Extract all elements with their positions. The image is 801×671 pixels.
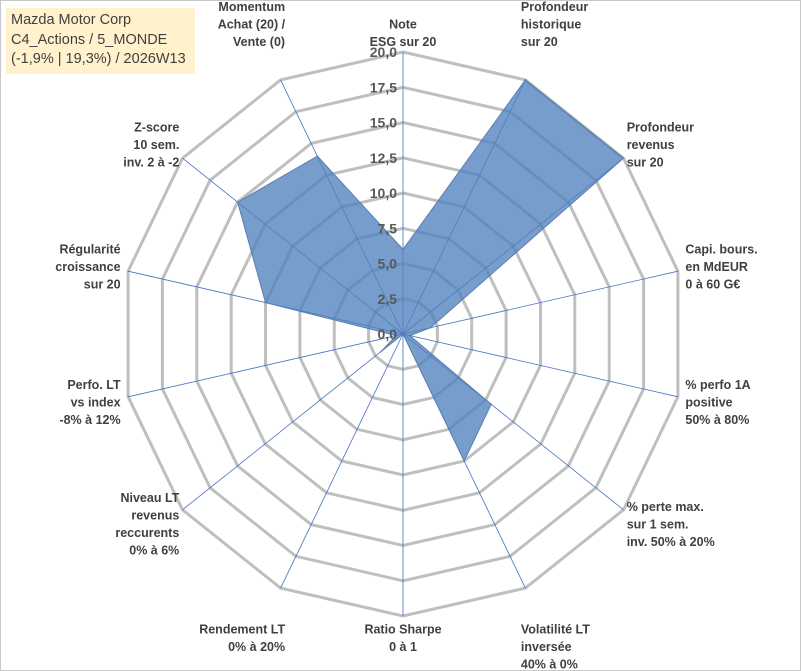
- series-point-12: [236, 201, 239, 203]
- tick-label-6: 15,0: [370, 115, 397, 131]
- axis-label-7: Ratio Sharpe 0 à 1: [364, 623, 441, 655]
- axis-label-12: Z-score 10 sem. inv. 2 à -2: [123, 121, 179, 170]
- axis-label-4-line-1: positive: [685, 395, 732, 409]
- spoke-8: [280, 333, 404, 589]
- axis-label-6-line-2: 40% à 0%: [521, 658, 578, 671]
- series-point-8: [402, 333, 404, 335]
- axis-label-9-line-3: 0% à 6%: [129, 544, 179, 558]
- tick-label-5: 12,5: [370, 150, 397, 166]
- title-line-company: Mazda Motor Corp: [11, 12, 132, 28]
- axis-label-2: Profondeur revenus sur 20: [627, 121, 694, 170]
- tick-label-4: 10,0: [370, 185, 397, 201]
- axis-label-12-line-2: inv. 2 à -2: [123, 156, 179, 170]
- axis-labels: Note ESG sur 20 Profondeur historique sur 20…: [55, 0, 757, 671]
- tick-label-7: 17,5: [370, 79, 397, 95]
- spoke-4: [402, 333, 678, 398]
- axis-label-8-line-0: Rendement LT: [199, 623, 285, 637]
- axis-label-9-line-2: reccurents: [115, 526, 179, 540]
- axis-label-9-line-1: revenus: [131, 509, 179, 523]
- tick-label-0: 0,0: [378, 326, 398, 342]
- series-point-6: [463, 460, 466, 462]
- axis-label-11: Régularité croissance sur 20: [55, 243, 120, 292]
- axis-label-2-line-0: Profondeur: [627, 121, 694, 135]
- series-point-2: [622, 157, 625, 159]
- axis-label-10-line-2: -8% à 12%: [59, 413, 120, 427]
- axis-label-2-line-1: revenus: [627, 138, 675, 152]
- title-line-category: C4_Actions / 5_MONDE: [11, 31, 168, 48]
- axis-label-1-line-0: Profondeur: [521, 0, 588, 14]
- axis-label-8-line-1: 0% à 20%: [228, 640, 285, 654]
- axis-label-5: % perte max. sur 1 sem. inv. 50% à 20%: [627, 500, 715, 549]
- series-point-10: [395, 334, 397, 337]
- axis-label-10-line-0: Perfo. LT: [67, 378, 121, 392]
- axis-label-2-line-2: sur 20: [627, 156, 664, 170]
- title-box: Mazda Motor Corp C4_Actions / 5_MONDE (-…: [6, 8, 195, 74]
- series-point-9: [380, 350, 382, 353]
- radar-series: [236, 79, 625, 463]
- axis-label-9: Niveau LT revenus reccurents 0% à 6%: [115, 491, 179, 558]
- axis-label-5-line-0: % perte max.: [627, 500, 704, 514]
- axis-label-11-line-1: croissance: [55, 260, 120, 274]
- axis-label-11-line-2: sur 20: [84, 278, 121, 292]
- axis-label-3: Capi. bours. en MdEUR 0 à 60 G€: [685, 243, 757, 292]
- axis-label-7-line-1: 0 à 1: [389, 640, 417, 654]
- axis-label-12-line-0: Z-score: [134, 121, 179, 135]
- series-point-11: [264, 301, 267, 304]
- axis-label-6: Volatilité LT inversée 40% à 0%: [521, 623, 590, 671]
- series-point-1: [524, 79, 527, 81]
- axis-label-13: Momentum Achat (20) / Vente (0): [218, 0, 286, 49]
- axis-label-4: % perfo 1A positive 50% à 80%: [685, 378, 750, 427]
- axis-label-4-line-2: 50% à 80%: [685, 413, 749, 427]
- series-point-13: [316, 155, 319, 157]
- axis-label-6-line-1: inversée: [521, 640, 572, 654]
- tick-label-2: 5,0: [378, 256, 398, 272]
- axis-label-4-line-0: % perfo 1A: [685, 378, 750, 392]
- series-point-3: [429, 326, 432, 329]
- series-point-5: [490, 403, 493, 406]
- axis-label-0: Note ESG sur 20: [370, 18, 437, 50]
- axis-label-6-line-0: Volatilité LT: [521, 623, 590, 637]
- axis-label-10: Perfo. LT vs index -8% à 12%: [59, 378, 121, 427]
- axis-label-3-line-1: en MdEUR: [685, 260, 748, 274]
- axis-label-0-line-0: Note: [389, 18, 417, 32]
- axis-label-3-line-2: 0 à 60 G€: [685, 278, 740, 292]
- tick-label-1: 2,5: [378, 291, 398, 307]
- axis-label-8: Rendement LT 0% à 20%: [199, 623, 285, 655]
- axis-label-11-line-0: Régularité: [59, 243, 120, 257]
- tick-label-8: 20,0: [370, 44, 397, 60]
- series-point-0: [402, 248, 404, 251]
- spoke-10: [128, 333, 404, 398]
- axis-label-1-line-2: sur 20: [521, 35, 558, 49]
- axis-label-1-line-1: historique: [521, 18, 581, 32]
- tick-label-3: 7,5: [378, 220, 398, 236]
- axis-label-10-line-1: vs index: [71, 395, 121, 409]
- axis-label-3-line-0: Capi. bours.: [685, 243, 757, 257]
- axis-label-5-line-2: inv. 50% à 20%: [627, 535, 715, 549]
- axis-label-13-line-0: Momentum: [218, 0, 285, 14]
- series-point-4: [409, 334, 411, 337]
- axis-label-0-line-1: ESG sur 20: [370, 35, 437, 49]
- axis-label-5-line-1: sur 1 sem.: [627, 517, 689, 531]
- radial-tick-labels: 0,0 2,5 5,0 7,5 10,0 12,5 15,0 17,5 20,0: [370, 44, 397, 342]
- axis-label-1: Profondeur historique sur 20: [521, 0, 588, 49]
- spoke-3: [402, 270, 678, 335]
- axis-label-12-line-1: 10 sem.: [133, 138, 179, 152]
- axis-label-13-line-1: Achat (20) /: [218, 18, 286, 32]
- axis-label-9-line-0: Niveau LT: [120, 491, 179, 505]
- title-line-stats: (-1,9% | 19,3%) / 2026W13: [11, 51, 186, 67]
- spoke-9: [182, 333, 404, 511]
- axis-label-13-line-2: Vente (0): [233, 35, 285, 49]
- axis-label-7-line-0: Ratio Sharpe: [364, 623, 441, 637]
- series-area: [237, 79, 625, 463]
